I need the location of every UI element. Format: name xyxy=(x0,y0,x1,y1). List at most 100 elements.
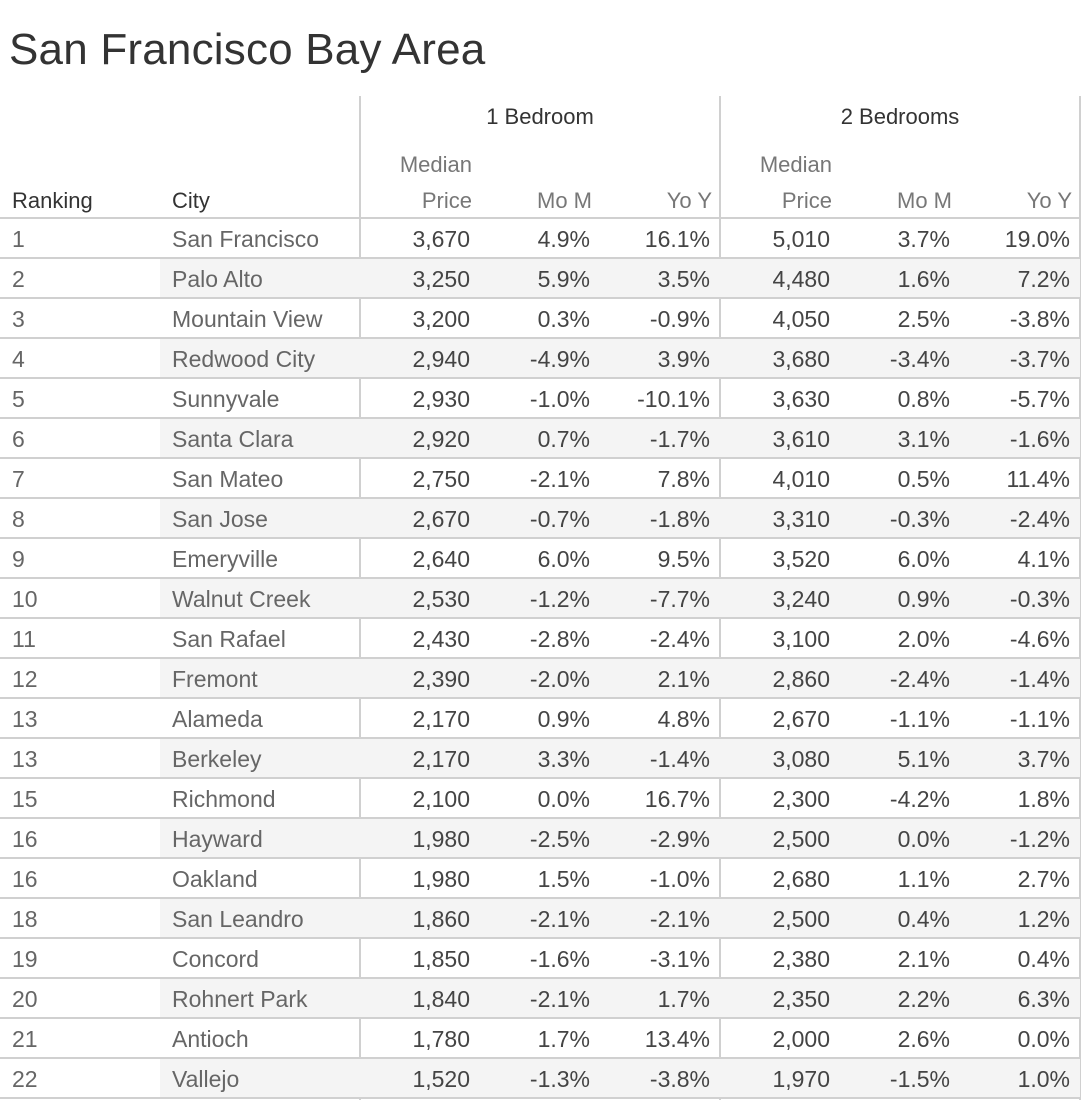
table-row: 22 Vallejo 1,520 -1.3% -3.8% 1,970 -1.5% 1.0% xyxy=(0,1059,1080,1099)
2br-mom-cell: 1.1% xyxy=(897,866,950,892)
2br-mom-cell: 0.8% xyxy=(897,386,950,412)
city-cell: Rohnert Park xyxy=(172,986,308,1012)
1br-median-price-cell: 2,640 xyxy=(412,546,470,572)
1br-yoy-cell: -2.4% xyxy=(649,626,710,652)
city-cell: Sunnyvale xyxy=(172,386,280,412)
table-row: 13 Berkeley 2,170 3.3% -1.4% 3,080 5.1% 3.7% xyxy=(0,739,1080,779)
1br-mom-cell: -0.7% xyxy=(529,506,590,532)
1br-yoy-cell: 3.9% xyxy=(657,346,710,372)
2br-median-price-cell: 3,520 xyxy=(772,546,830,572)
header-1br-median-top: Median xyxy=(399,152,472,177)
1br-median-price-cell: 1,980 xyxy=(412,826,470,852)
1br-median-price-cell: 3,670 xyxy=(412,226,470,252)
city-cell: San Rafael xyxy=(172,626,286,652)
rank-cell: 22 xyxy=(12,1066,38,1092)
header-1br-yoy: Yo Y xyxy=(666,188,712,213)
2br-yoy-cell: -3.7% xyxy=(1009,346,1070,372)
rank-cell: 2 xyxy=(12,266,25,292)
table-row: 18 San Leandro 1,860 -2.1% -2.1% 2,500 0.4% 1.2… xyxy=(0,899,1080,939)
city-cell: San Jose xyxy=(172,506,268,532)
2br-yoy-cell: 1.0% xyxy=(1017,1066,1070,1092)
table-row: 10 Walnut Creek 2,530 -1.2% -7.7% 3,240 0.9% -0… xyxy=(0,579,1080,619)
1br-mom-cell: -1.6% xyxy=(529,946,590,972)
2br-yoy-cell: 2.7% xyxy=(1017,866,1070,892)
1br-mom-cell: -2.8% xyxy=(529,626,590,652)
1br-median-price-cell: 2,930 xyxy=(412,386,470,412)
table-row: 13 Alameda 2,170 0.9% 4.8% 2,670 -1.1% -1.1% xyxy=(0,699,1080,739)
header-1br-median-bottom: Price xyxy=(421,188,472,213)
header-group-1-bedroom: 1 Bedroom xyxy=(486,104,594,129)
1br-mom-cell: 0.0% xyxy=(537,786,590,812)
rank-cell: 16 xyxy=(12,826,38,852)
1br-median-price-cell: 1,520 xyxy=(412,1066,470,1092)
row-shading xyxy=(160,419,1080,457)
1br-mom-cell: 0.3% xyxy=(537,306,590,332)
1br-mom-cell: -1.0% xyxy=(529,386,590,412)
table-row: 12 Fremont 2,390 -2.0% 2.1% 2,860 -2.4% -1.4% xyxy=(0,659,1080,699)
2br-median-price-cell: 3,240 xyxy=(772,586,830,612)
rank-cell: 13 xyxy=(12,746,38,772)
1br-median-price-cell: 3,200 xyxy=(412,306,470,332)
row-shading xyxy=(160,659,1080,697)
city-cell: Richmond xyxy=(172,786,276,812)
2br-median-price-cell: 4,480 xyxy=(772,266,830,292)
2br-yoy-cell: 1.8% xyxy=(1017,786,1070,812)
2br-yoy-cell: 0.4% xyxy=(1017,946,1070,972)
2br-yoy-cell: 3.7% xyxy=(1017,746,1070,772)
1br-yoy-cell: 13.4% xyxy=(644,1026,710,1052)
row-shading xyxy=(160,259,1080,297)
header-2br-yoy: Yo Y xyxy=(1026,188,1072,213)
rank-cell: 6 xyxy=(12,426,25,452)
1br-yoy-cell: 16.1% xyxy=(644,226,710,252)
1br-mom-cell: 0.7% xyxy=(537,426,590,452)
2br-median-price-cell: 2,500 xyxy=(772,906,830,932)
city-cell: Mountain View xyxy=(172,306,323,332)
city-cell: Emeryville xyxy=(172,546,279,572)
row-shading xyxy=(160,1059,1080,1097)
2br-median-price-cell: 2,500 xyxy=(772,826,830,852)
1br-median-price-cell: 1,850 xyxy=(412,946,470,972)
2br-yoy-cell: 19.0% xyxy=(1004,226,1070,252)
1br-yoy-cell: -1.8% xyxy=(649,506,710,532)
2br-yoy-cell: -5.7% xyxy=(1009,386,1070,412)
2br-mom-cell: 2.1% xyxy=(897,946,950,972)
city-cell: Redwood City xyxy=(172,346,316,372)
city-cell: Fremont xyxy=(172,666,258,692)
2br-median-price-cell: 2,380 xyxy=(772,946,830,972)
2br-yoy-cell: -3.8% xyxy=(1009,306,1070,332)
rank-cell: 19 xyxy=(12,946,38,972)
table-row: 16 Hayward 1,980 -2.5% -2.9% 2,500 0.0% -1.2% xyxy=(0,819,1080,859)
1br-median-price-cell: 2,170 xyxy=(412,706,470,732)
2br-median-price-cell: 2,300 xyxy=(772,786,830,812)
1br-mom-cell: -1.3% xyxy=(529,1066,590,1092)
2br-yoy-cell: 4.1% xyxy=(1017,546,1070,572)
2br-mom-cell: 2.0% xyxy=(897,626,950,652)
city-cell: Antioch xyxy=(172,1026,249,1052)
2br-yoy-cell: -4.6% xyxy=(1009,626,1070,652)
rank-cell: 12 xyxy=(12,666,38,692)
1br-median-price-cell: 3,250 xyxy=(412,266,470,292)
table-row: 4 Redwood City 2,940 -4.9% 3.9% 3,680 -3.4% -3.… xyxy=(0,339,1080,379)
2br-yoy-cell: -1.2% xyxy=(1009,826,1070,852)
2br-yoy-cell: -1.1% xyxy=(1009,706,1070,732)
row-shading xyxy=(160,499,1080,537)
table-row: 3 Mountain View 3,200 0.3% -0.9% 4,050 2.5% -3.… xyxy=(0,299,1080,339)
row-shading xyxy=(160,579,1080,617)
rank-cell: 20 xyxy=(12,986,38,1012)
table-row: 11 San Rafael 2,430 -2.8% -2.4% 3,100 2.0% -4.6… xyxy=(0,619,1080,659)
2br-mom-cell: -0.3% xyxy=(889,506,950,532)
1br-mom-cell: 1.7% xyxy=(537,1026,590,1052)
1br-mom-cell: -1.2% xyxy=(529,586,590,612)
city-cell: Palo Alto xyxy=(172,266,263,292)
header-1br-mom: Mo M xyxy=(537,188,592,213)
1br-yoy-cell: -10.1% xyxy=(637,386,710,412)
2br-mom-cell: 0.9% xyxy=(897,586,950,612)
2br-median-price-cell: 3,080 xyxy=(772,746,830,772)
header-group-2-bedrooms: 2 Bedrooms xyxy=(840,104,960,129)
1br-yoy-cell: -1.4% xyxy=(649,746,710,772)
1br-median-price-cell: 2,170 xyxy=(412,746,470,772)
1br-median-price-cell: 2,530 xyxy=(412,586,470,612)
table-row: 19 Concord 1,850 -1.6% -3.1% 2,380 2.1% 0.4% xyxy=(0,939,1080,979)
2br-yoy-cell: -0.3% xyxy=(1009,586,1070,612)
1br-yoy-cell: 9.5% xyxy=(657,546,710,572)
